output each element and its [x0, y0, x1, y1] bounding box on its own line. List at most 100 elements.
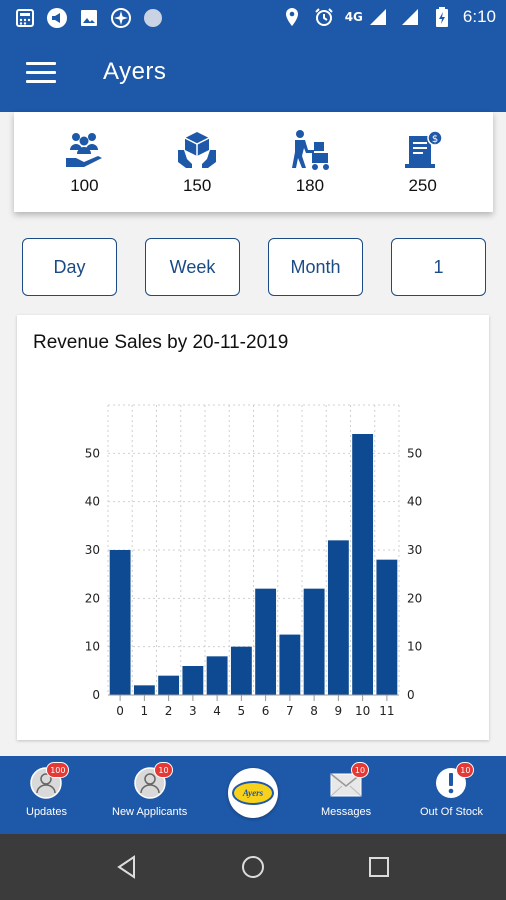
- stat-deliveries[interactable]: 180: [265, 128, 355, 196]
- y-tick-label-left: 40: [85, 495, 100, 509]
- stat-value: 250: [408, 176, 437, 195]
- stat-value: 100: [70, 176, 99, 195]
- nav-label: Messages: [321, 806, 372, 818]
- ayers-logo: Ayers: [232, 781, 274, 805]
- x-tick-label: 4: [213, 704, 221, 718]
- bar: [352, 434, 374, 695]
- chart-title: Revenue Sales by 20-11-2019: [33, 332, 289, 353]
- system-navigation-bar: [0, 834, 506, 900]
- month-button[interactable]: Month: [268, 238, 363, 296]
- period-filters: Day Week Month 1: [22, 238, 486, 296]
- nav-label: Out Of Stock: [420, 806, 483, 818]
- y-tick-label-left: 50: [85, 446, 100, 460]
- bar: [327, 540, 349, 695]
- revenue-bar-chart: 0 0 10 10 20 20 30 30 40 40 50 50 0 1 2 3 4 5 6 7 8 9 10 11: [85, 404, 422, 718]
- x-tick-label: 6: [262, 704, 270, 718]
- day-button[interactable]: Day: [22, 238, 117, 296]
- battery-charging-icon: [431, 6, 453, 28]
- nav-out-of-stock[interactable]: 10 Out Of Stock: [420, 762, 483, 818]
- badge: 10: [350, 762, 370, 778]
- logo-text: Ayers: [242, 788, 264, 798]
- user-avatar-icon: 10: [133, 762, 173, 800]
- ayers-logo-button[interactable]: Ayers: [228, 768, 278, 818]
- badge: 10: [154, 762, 173, 778]
- y-tick-label-right: 0: [407, 688, 415, 702]
- x-tick-label: 2: [165, 704, 173, 718]
- dot-icon: [142, 7, 164, 29]
- megaphone-icon: [46, 7, 68, 29]
- revenue-chart-card: Revenue Sales by 20-11-2019 0 0 10 10 20 20 30…: [17, 315, 489, 740]
- week-button[interactable]: Week: [145, 238, 240, 296]
- x-tick-label: 11: [379, 704, 394, 718]
- alert-icon: 10: [434, 762, 475, 800]
- y-tick-label-right: 40: [407, 495, 422, 509]
- x-tick-label: 3: [189, 704, 197, 718]
- stat-value: 180: [295, 176, 325, 195]
- nav-updates[interactable]: 100 Updates: [26, 762, 70, 818]
- invoice-dollar-icon: $: [401, 128, 445, 172]
- home-icon[interactable]: [240, 854, 266, 880]
- signal-icon: [367, 6, 389, 28]
- y-tick-label-right: 20: [407, 591, 422, 605]
- badge: 10: [456, 762, 475, 778]
- nav-new-applicants[interactable]: 10 New Applicants: [112, 762, 188, 818]
- app-title: Ayers: [103, 58, 167, 85]
- people-hand-icon: [62, 128, 106, 172]
- bar: [279, 634, 301, 695]
- y-tick-label-right: 50: [407, 446, 422, 460]
- y-tick-label-left: 20: [85, 591, 100, 605]
- nav-messages[interactable]: 10 Messages: [321, 762, 372, 818]
- bar: [158, 675, 180, 695]
- back-icon[interactable]: [114, 854, 140, 880]
- image-icon: [78, 7, 100, 29]
- calculator-icon: [14, 7, 36, 29]
- compass-icon: [110, 7, 132, 29]
- stat-value: 150: [182, 176, 212, 195]
- package-hands-icon: [175, 128, 219, 172]
- system-status: 4G 6:10: [281, 6, 496, 28]
- nav-label: Updates: [26, 806, 67, 818]
- alarm-icon: [313, 6, 335, 28]
- y-tick-label-left: 0: [92, 688, 100, 702]
- signal-icon-2: [399, 6, 421, 28]
- location-icon: [281, 6, 303, 28]
- period-count-input[interactable]: 1: [391, 238, 486, 296]
- app-bar: Ayers: [0, 36, 506, 112]
- y-tick-label-left: 30: [85, 543, 100, 557]
- bar: [230, 646, 252, 695]
- bar: [303, 588, 325, 695]
- menu-icon[interactable]: [26, 62, 56, 86]
- bar: [255, 588, 277, 695]
- bar: [109, 550, 131, 695]
- bar: [182, 666, 204, 695]
- y-tick-label-right: 30: [407, 543, 422, 557]
- x-tick-label: 10: [355, 704, 370, 718]
- stat-users[interactable]: 100: [39, 128, 129, 196]
- x-tick-label: 8: [310, 704, 318, 718]
- network-type: 4G: [344, 10, 363, 24]
- bottom-nav: 100 Updates 10 New Applicants Ayers 10 M…: [0, 756, 506, 834]
- bar: [133, 685, 155, 695]
- y-tick-label-right: 10: [407, 640, 422, 654]
- x-tick-label: 0: [116, 704, 124, 718]
- x-tick-label: 7: [286, 704, 294, 718]
- recents-icon[interactable]: [366, 854, 392, 880]
- notification-icons: [14, 7, 164, 29]
- svg-text:$: $: [431, 134, 437, 145]
- y-tick-label-left: 10: [85, 640, 100, 654]
- user-avatar-icon: 100: [29, 762, 70, 800]
- clock: 6:10: [462, 7, 496, 26]
- x-tick-label: 9: [335, 704, 343, 718]
- nav-label: New Applicants: [112, 806, 188, 818]
- envelope-icon: 10: [329, 762, 370, 800]
- badge: 100: [46, 762, 70, 778]
- delivery-worker-icon: [288, 128, 332, 172]
- stat-invoices[interactable]: $ 250: [378, 128, 468, 196]
- x-tick-label: 5: [238, 704, 246, 718]
- bar: [206, 656, 228, 695]
- status-bar: 4G 6:10: [0, 0, 506, 36]
- stats-card: 100 150 180: [14, 112, 493, 212]
- x-tick-label: 1: [141, 704, 149, 718]
- bar: [376, 559, 398, 695]
- stat-packages[interactable]: 150: [152, 128, 242, 196]
